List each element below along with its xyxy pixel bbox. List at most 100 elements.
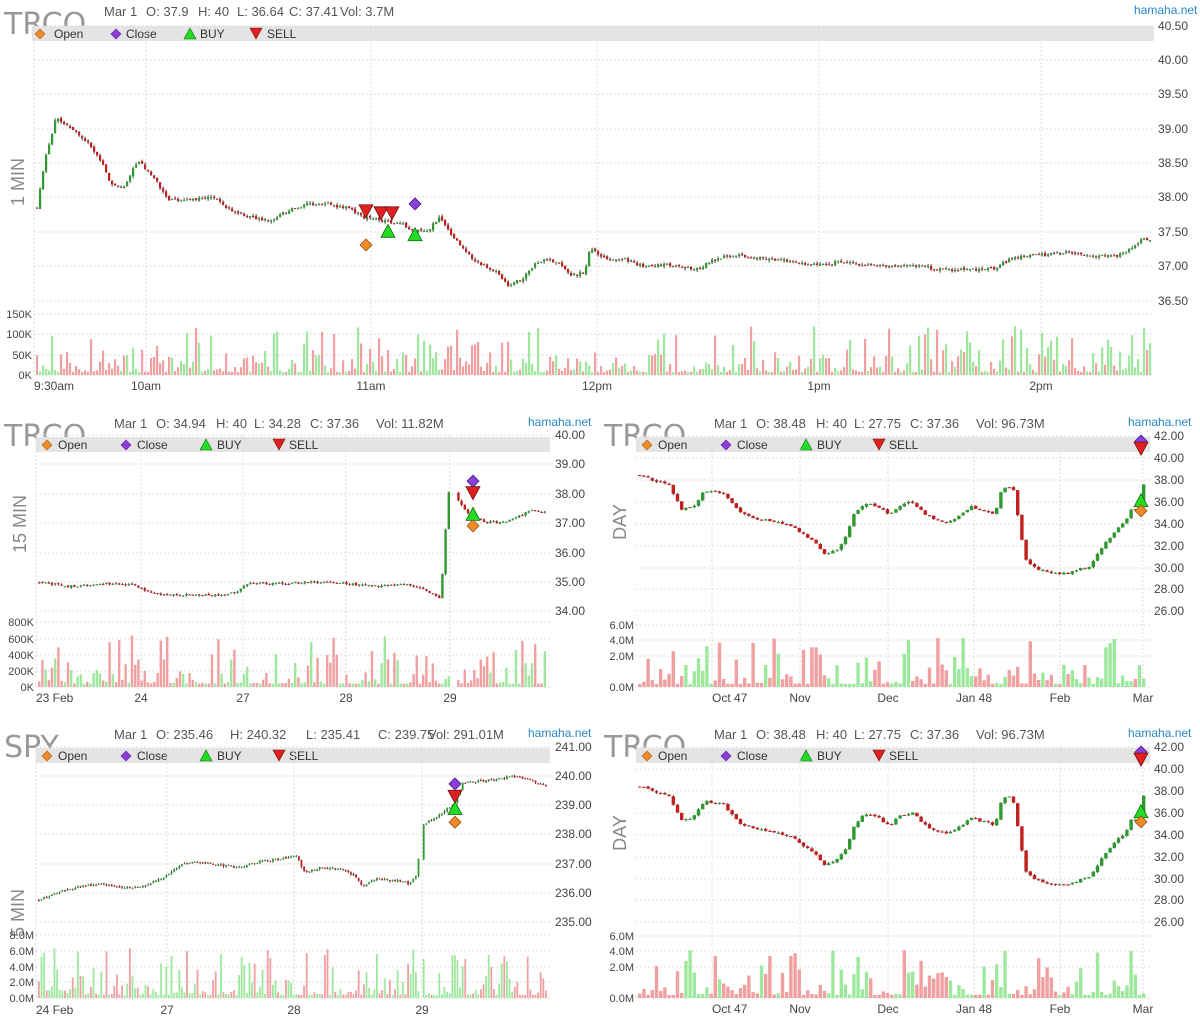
volume-bar: [98, 673, 102, 687]
candle-body: [147, 169, 150, 172]
brand-link[interactable]: hamaha.net: [528, 415, 592, 429]
volume-bar: [777, 357, 780, 375]
candle-body: [74, 887, 77, 890]
candle-body: [1095, 256, 1098, 258]
volume-bar: [279, 370, 282, 375]
volume-bar: [262, 679, 265, 687]
timeframe-label: 5 MIN: [8, 889, 28, 937]
candle-body: [360, 212, 363, 216]
volume-bar: [646, 994, 650, 998]
sell-legend-icon: [272, 749, 286, 762]
candle-body: [108, 582, 111, 585]
candle-body: [772, 830, 776, 833]
volume-bar: [243, 358, 246, 375]
candle-body: [225, 865, 227, 867]
volume-bar: [814, 647, 818, 687]
price-tick-label: 40.00: [555, 428, 585, 442]
candle-body: [290, 856, 292, 858]
volume-bar: [114, 359, 117, 375]
volume-bar: [294, 662, 297, 687]
volume-bar: [518, 683, 521, 687]
volume-bar: [912, 371, 915, 375]
volume-bar: [471, 345, 474, 375]
candle-body: [876, 265, 879, 267]
candle-body: [642, 786, 646, 788]
price-tick-label: 238.00: [555, 827, 592, 841]
candle-body: [848, 526, 852, 537]
candle-body: [276, 217, 279, 220]
volume-bar: [810, 358, 813, 375]
candle-body: [508, 776, 511, 778]
candle-body: [444, 529, 447, 574]
stats-low: L: 36.64: [237, 4, 284, 19]
chart-panel-5min: SPY Mar 1 O: 235.46 H: 240.32 L: 235.41 …: [0, 723, 598, 1023]
candle-body: [900, 265, 903, 267]
volume-bar: [90, 339, 93, 375]
time-tick-label: Dec: [877, 691, 898, 705]
volume-tick-label: 2.0M: [610, 651, 634, 663]
close-legend-icon: [720, 750, 732, 762]
volume-bar: [507, 341, 510, 375]
brand-link[interactable]: hamaha.net: [528, 726, 592, 740]
candle-body: [472, 781, 474, 783]
candle-body: [348, 206, 351, 209]
candle-body: [219, 199, 222, 202]
candle-body: [669, 263, 672, 267]
volume-bar: [318, 994, 321, 998]
candle-body: [1020, 826, 1024, 851]
time-tick-label: Jan 48: [956, 1002, 992, 1016]
volume-bar: [890, 994, 894, 998]
candle-body: [345, 206, 348, 209]
candle-body: [860, 506, 864, 510]
legend-bar: [36, 437, 550, 452]
volume-bar: [96, 370, 99, 375]
volume-bar: [936, 329, 939, 375]
volume-bar: [79, 674, 82, 687]
candle-body: [1044, 253, 1047, 257]
volume-bar: [585, 361, 588, 375]
volume-bar: [1116, 370, 1119, 375]
volume-bar: [881, 683, 885, 687]
candle-body: [881, 508, 885, 510]
candle-body: [530, 509, 534, 511]
volume-bar: [141, 349, 144, 375]
volume-bar: [61, 990, 64, 998]
candle-body: [881, 817, 885, 823]
volume-bar: [573, 369, 576, 375]
candle-body: [192, 198, 195, 201]
stats-open: O: 34.94: [156, 416, 206, 431]
candle-body: [237, 211, 240, 214]
brand-link[interactable]: hamaha.net: [1128, 415, 1192, 429]
volume-bar: [428, 682, 431, 687]
volume-bar: [726, 371, 729, 375]
brand-link[interactable]: hamaha.net: [1134, 3, 1198, 17]
price-tick-label: 236.00: [555, 886, 592, 900]
candle-body: [940, 520, 944, 522]
volume-bar: [1086, 371, 1089, 375]
volume-bar: [479, 659, 482, 687]
volume-bar: [797, 969, 801, 998]
volume-bar: [709, 993, 713, 998]
candle-body: [155, 881, 157, 883]
candle-body: [861, 265, 864, 267]
candle-body: [240, 866, 243, 868]
volume-bar: [155, 991, 157, 998]
volume-bar: [810, 993, 814, 998]
volume-bar: [222, 371, 225, 375]
candle-body: [123, 186, 126, 188]
volume-bar: [804, 368, 807, 375]
volume-bar: [764, 664, 768, 687]
candle-body: [1112, 532, 1116, 538]
candle-body: [579, 272, 582, 276]
volume-bar: [1128, 355, 1131, 375]
volume-bar: [105, 951, 108, 998]
candle-body: [321, 867, 324, 869]
candle-body: [1074, 881, 1079, 884]
candle-body: [645, 265, 648, 267]
volume-bar: [730, 683, 734, 687]
candle-body: [1104, 852, 1108, 859]
candle-body: [138, 161, 141, 164]
brand-link[interactable]: hamaha.net: [1128, 726, 1192, 740]
candle-body: [393, 584, 396, 586]
volume-bar: [1066, 674, 1070, 687]
